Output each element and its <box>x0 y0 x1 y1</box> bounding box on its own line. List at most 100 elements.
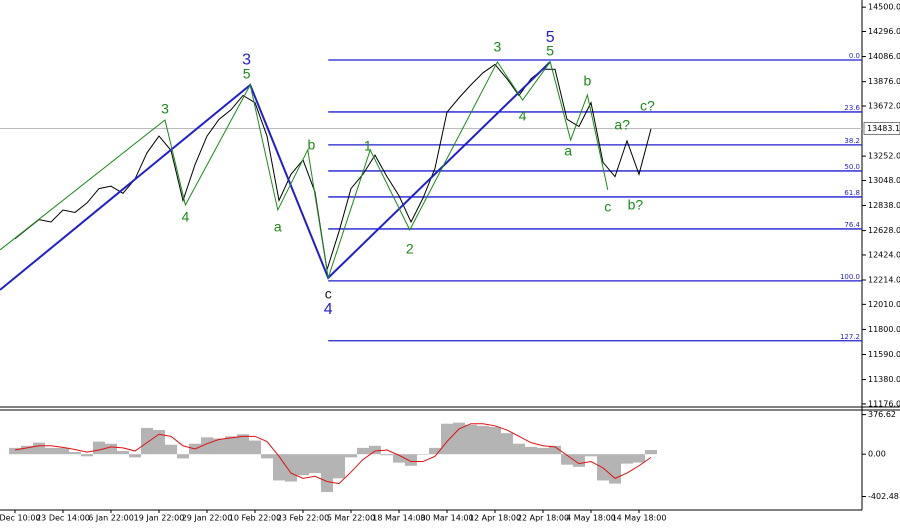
macd-bar <box>165 444 177 455</box>
y-tick-label: 11176.0 <box>868 399 900 408</box>
macd-bar <box>117 451 129 455</box>
wave-label: a? <box>614 117 630 133</box>
macd-bar <box>393 454 405 463</box>
macd-bar <box>405 454 417 466</box>
macd-bar <box>369 445 381 455</box>
macd-bar <box>357 447 369 455</box>
fib-label: 50.0 <box>844 163 860 171</box>
y-tick-label: 12214.0 <box>868 276 900 285</box>
macd-bar <box>273 454 285 481</box>
macd-bar <box>333 454 345 479</box>
y-tick-label: 12010.0 <box>868 300 900 309</box>
wave-label: 4 <box>324 301 333 318</box>
y-tick-label: 0.00 <box>868 450 886 459</box>
x-tick-label: 12 Apr 18:00 <box>469 514 521 523</box>
y-tick-label: 12838.0 <box>868 201 900 210</box>
y-tick-label: 376.62 <box>868 410 896 419</box>
macd-bar <box>33 442 45 455</box>
fib-label: 0.0 <box>849 52 860 60</box>
signal-line <box>14 423 652 485</box>
macd-bar <box>105 443 117 455</box>
macd-bar <box>45 447 57 455</box>
wave-label: a <box>274 219 282 235</box>
wave-label: 4 <box>519 108 527 124</box>
macd-bar <box>321 454 333 493</box>
y-tick-label: -402.48 <box>868 492 899 501</box>
wave-label: b <box>584 73 592 89</box>
y-tick-label: 12424.0 <box>868 250 900 259</box>
wave-label: 5 <box>546 29 555 46</box>
wave-label: 3 <box>494 39 502 55</box>
fib-label: 23.6 <box>844 104 860 112</box>
wave-line <box>0 83 329 278</box>
macd-bar <box>69 452 81 455</box>
macd-bar <box>525 446 537 455</box>
x-tick-label: 4 May 18:00 <box>566 514 616 523</box>
wave-label: b <box>308 137 316 153</box>
macd-bar <box>57 447 69 455</box>
macd-bar <box>537 447 549 455</box>
macd-bar <box>609 454 621 484</box>
macd-bar <box>633 454 645 463</box>
y-tick-label: 13048.0 <box>868 176 900 185</box>
macd-bar <box>261 454 273 459</box>
macd-bar <box>441 423 453 455</box>
y-tick-label: 14086.0 <box>868 52 900 61</box>
y-tick-label: 13876.0 <box>868 77 900 86</box>
macd-bar <box>297 454 309 476</box>
macd-bar <box>453 422 465 455</box>
macd-bar <box>621 454 633 464</box>
x-tick-label: 14 May 18:00 <box>612 514 667 523</box>
y-tick-label: 11800.0 <box>868 325 900 334</box>
y-tick-label: 13252.0 <box>868 152 900 161</box>
y-tick-label: 13672.0 <box>868 101 900 110</box>
wave-label: a <box>564 143 572 159</box>
x-tick-label: 23 Feb 22:00 <box>277 514 329 523</box>
wave-label: 3 <box>242 51 251 68</box>
macd-bar <box>249 440 261 455</box>
wave-label: 1 <box>364 138 372 154</box>
macd-bar <box>477 425 489 455</box>
x-tick-label: 29 Jan 22:00 <box>182 514 233 523</box>
x-tick-label: 19 Jan 22:00 <box>134 514 185 523</box>
wave-label: c <box>325 286 332 302</box>
x-tick-label: 23 Dec 14:00 <box>36 514 90 523</box>
y-tick-label: 14500.0 <box>868 3 900 12</box>
macd-bar <box>129 454 141 458</box>
y-tick-label: 11380.0 <box>868 375 900 384</box>
macd-bar <box>81 454 93 457</box>
x-tick-label: 22 Apr 18:00 <box>517 514 569 523</box>
x-tick-label: 5 Mar 22:00 <box>327 514 375 523</box>
fib-label: 100.0 <box>840 273 860 281</box>
wave-label: 4 <box>182 209 190 225</box>
macd-bar <box>9 447 21 455</box>
fib-label: 76.4 <box>844 221 860 229</box>
macd-bar <box>489 426 501 455</box>
macd-bar <box>417 454 429 455</box>
macd-bar <box>237 434 249 455</box>
macd-bar <box>141 427 153 455</box>
fib-label: 127.2 <box>840 333 860 341</box>
wave-line <box>0 61 551 291</box>
macd-bar <box>381 454 393 456</box>
wave-label: 2 <box>406 241 414 257</box>
fib-label: 61.8 <box>844 189 860 197</box>
wave-line <box>327 60 609 279</box>
last-price-box <box>863 122 900 135</box>
macd-bar <box>21 445 33 455</box>
x-tick-label: Dec 10:00 <box>0 514 41 523</box>
macd-bar <box>645 449 657 455</box>
macd-bar <box>513 443 525 455</box>
wave-label: 3 <box>161 101 169 117</box>
x-tick-label: 6 Jan 22:00 <box>88 514 134 523</box>
wave-label: b? <box>628 197 644 213</box>
y-tick-label: 11590.0 <box>868 350 900 359</box>
wave-label: c <box>604 199 611 215</box>
y-tick-label: 14296.0 <box>868 27 900 36</box>
wave-label: c? <box>640 98 655 114</box>
macd-bar <box>585 454 597 457</box>
macd-bar <box>153 430 165 455</box>
x-tick-label: 30 Mar 14:00 <box>420 514 473 523</box>
x-tick-label: 10 Feb 22:00 <box>229 514 281 523</box>
